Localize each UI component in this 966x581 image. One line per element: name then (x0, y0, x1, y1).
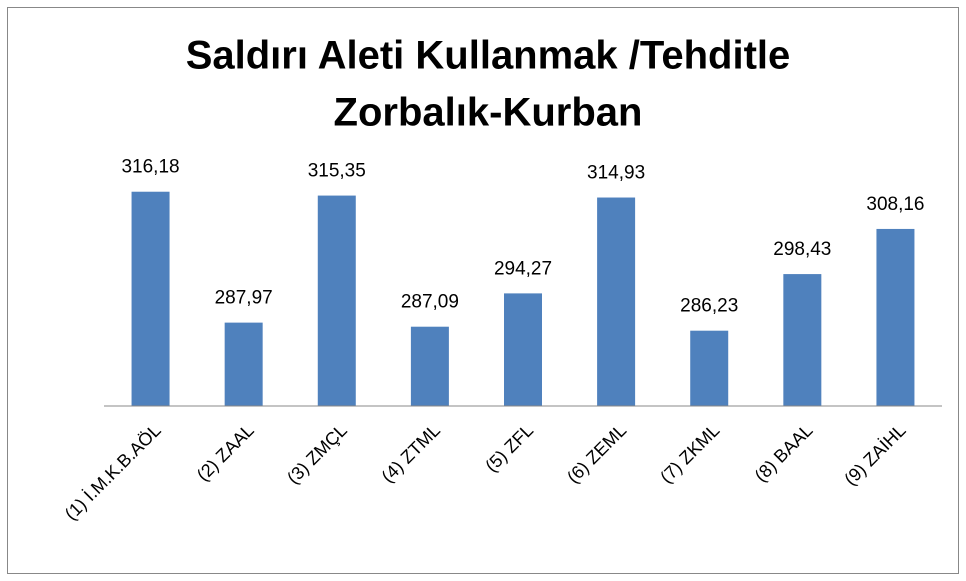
bar (410, 326, 449, 406)
bar (597, 197, 636, 406)
chart-title: Saldırı Aleti Kullanmak /Tehditle (186, 34, 791, 78)
data-label: 287,09 (401, 292, 459, 313)
chart-title: Zorbalık-Kurban (334, 91, 643, 135)
bar (504, 293, 542, 406)
bar (876, 228, 915, 406)
bar (690, 330, 729, 406)
data-label: 316,18 (121, 157, 179, 178)
data-label: 286,23 (680, 296, 738, 317)
bar (131, 191, 170, 406)
bar (783, 274, 822, 406)
data-label: 315,35 (308, 161, 366, 182)
bar (317, 195, 356, 406)
data-label: 308,16 (866, 194, 924, 215)
data-label: 287,97 (215, 288, 273, 309)
data-label: 298,43 (773, 239, 831, 260)
data-label: 314,93 (587, 163, 645, 184)
data-label: 294,27 (494, 258, 552, 279)
bar (224, 322, 263, 406)
